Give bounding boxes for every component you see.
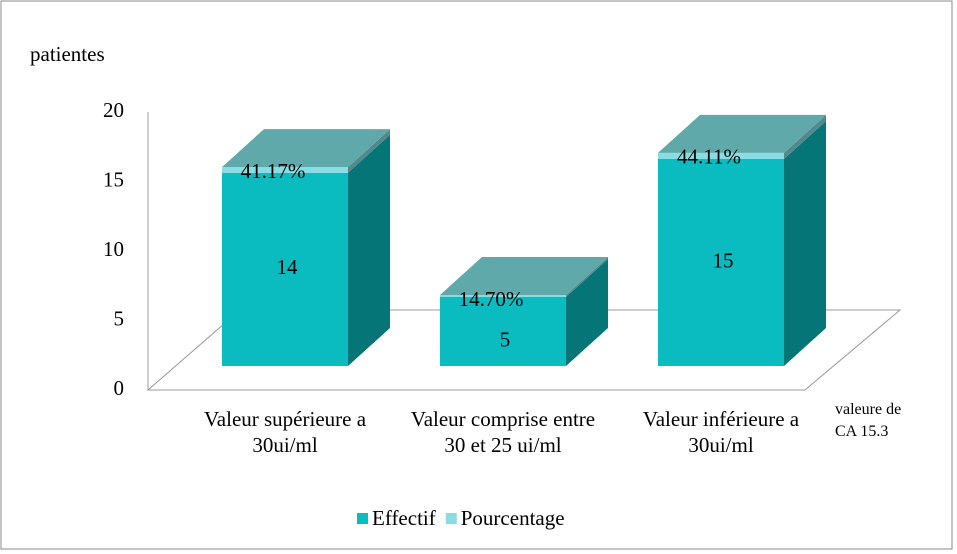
data-label: 14: [277, 255, 299, 279]
bar-front: [222, 167, 348, 173]
legend-label: Pourcentage: [461, 506, 565, 530]
bar-front: [440, 297, 566, 366]
x-tick-label: Valeur comprise entre 30 et 25 ui/ml: [410, 407, 596, 457]
y-tick-label: 0: [114, 376, 125, 400]
legend-swatch: [357, 513, 368, 524]
x-axis-label: valeure de CA 15.3: [835, 401, 901, 440]
legend-swatch: [445, 513, 457, 524]
x-tick-label: Valeur inférieure a 30ui/ml: [642, 407, 800, 457]
legend-label: Effectif: [372, 506, 436, 530]
bar-front: [658, 152, 784, 159]
data-label: 44.11%: [677, 145, 741, 169]
bar-front: [222, 172, 348, 366]
y-tick-label: 20: [103, 98, 124, 122]
bar-front: [440, 294, 566, 297]
data-label: 5: [500, 327, 511, 351]
y-axis-label: patientes: [30, 42, 105, 66]
bar-side: [784, 121, 826, 366]
bar-side: [566, 256, 608, 297]
data-label: 41.17%: [241, 159, 306, 183]
floor: [146, 309, 902, 391]
bar-top: [440, 256, 608, 295]
y-tick-label: 10: [103, 237, 124, 261]
bar-side: [348, 129, 390, 173]
bar-top: [658, 114, 826, 153]
bar-front: [658, 159, 784, 366]
y-tick-label: 15: [103, 167, 124, 191]
bar-top: [222, 129, 390, 168]
bar-side: [348, 134, 390, 366]
x-tick-label: Valeur supérieure a 30ui/ml: [203, 407, 367, 457]
data-label: 14.70%: [459, 287, 524, 311]
bar-side: [566, 259, 608, 366]
data-label: 15: [713, 248, 734, 272]
bar-side: [784, 114, 826, 159]
y-tick-label: 5: [114, 306, 125, 330]
